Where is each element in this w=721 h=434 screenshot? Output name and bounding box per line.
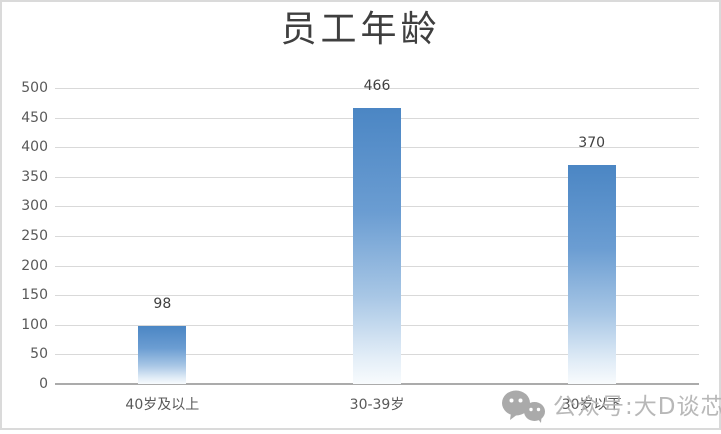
y-axis-label: 150: [21, 287, 48, 304]
y-axis-label: 250: [21, 228, 48, 244]
y-axis-label: 500: [21, 80, 48, 96]
y-axis-label: 300: [21, 198, 48, 215]
bar-40岁及以上: [138, 325, 187, 384]
watermark: 公众号:大D谈芯: [501, 390, 721, 423]
y-axis-label: 200: [21, 257, 48, 274]
plot-area: 98 466 370: [55, 78, 699, 385]
bar-value-label: 466: [363, 78, 391, 95]
y-axis-label: 0: [39, 376, 48, 392]
chart-title: 员工年龄: [280, 9, 441, 50]
x-axis-label: 30岁以下: [561, 397, 622, 413]
bar-value-label: 98: [153, 295, 172, 312]
bar-30-39岁: [353, 108, 401, 384]
x-axis-label: 30-39岁: [349, 397, 405, 413]
wechat-icon: [502, 390, 545, 423]
y-axis-label: 50: [30, 346, 48, 363]
x-axis-line: [55, 383, 699, 385]
x-axis-label: 40岁及以上: [125, 397, 200, 413]
bar-30岁以下: [567, 164, 616, 384]
watermark-text: 公众号:大D谈芯: [553, 393, 721, 420]
y-axis-label: 350: [21, 168, 48, 185]
bar-value-label: 370: [578, 134, 606, 151]
y-axis-label: 400: [21, 139, 48, 156]
gridline: [55, 88, 699, 89]
y-axis-label: 100: [21, 316, 48, 333]
y-axis-label: 450: [21, 109, 48, 126]
